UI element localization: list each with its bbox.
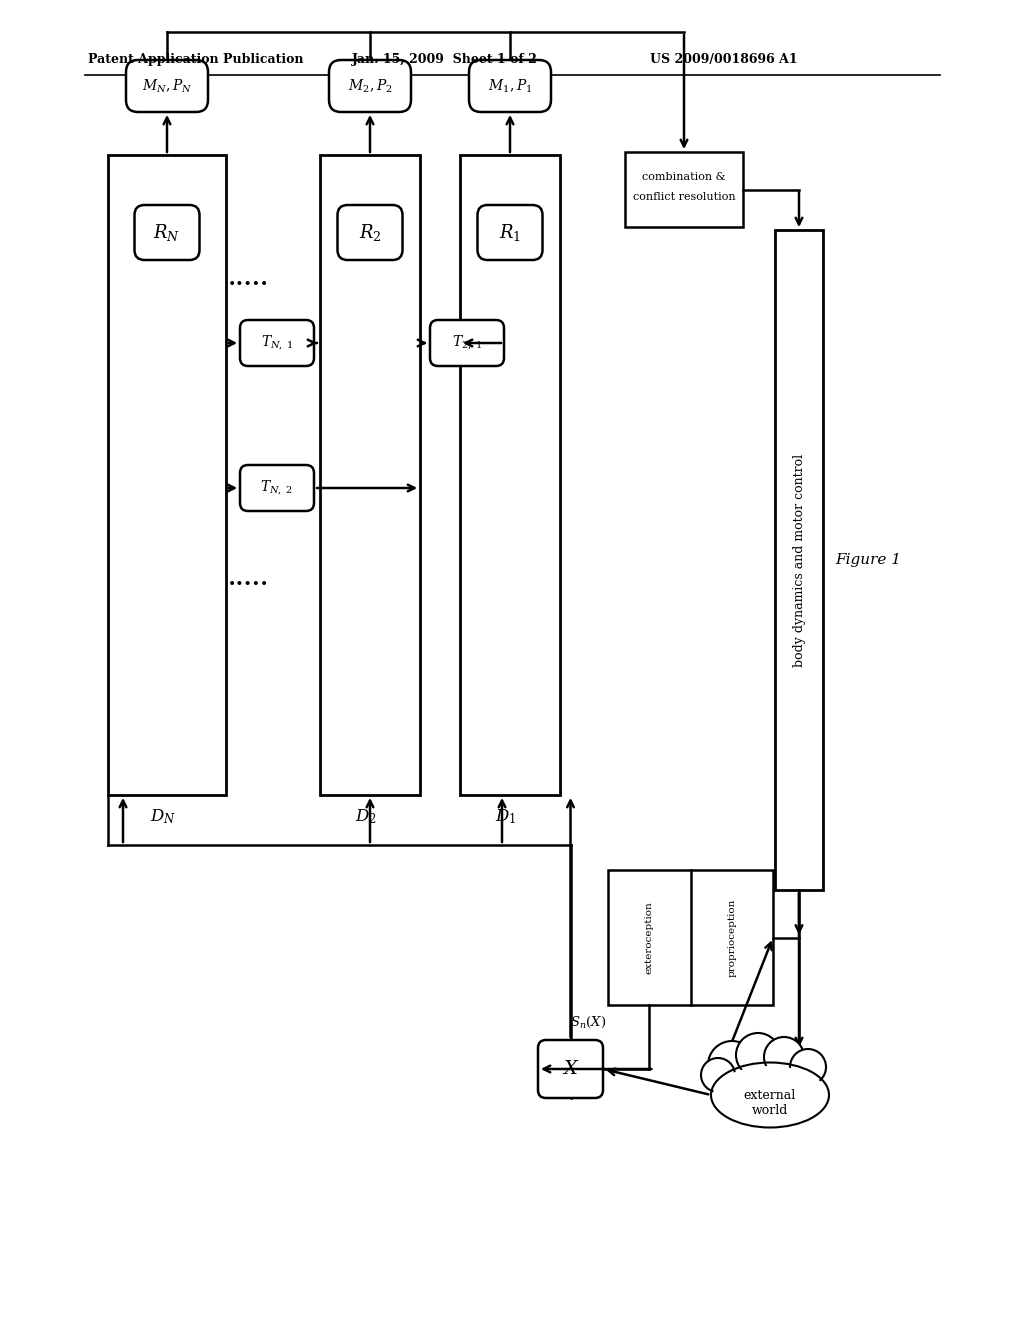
Text: $R_N$: $R_N$ <box>154 222 180 243</box>
FancyBboxPatch shape <box>477 205 543 260</box>
Circle shape <box>790 1049 826 1085</box>
Text: Patent Application Publication: Patent Application Publication <box>88 54 303 66</box>
Circle shape <box>736 1034 780 1077</box>
Bar <box>460 154 560 795</box>
Text: $R_2$: $R_2$ <box>358 222 381 243</box>
FancyBboxPatch shape <box>240 319 314 366</box>
Text: $T_{N,\ 1}$: $T_{N,\ 1}$ <box>261 334 293 352</box>
Text: $M_N, P_N$: $M_N, P_N$ <box>141 78 193 95</box>
Text: US 2009/0018696 A1: US 2009/0018696 A1 <box>650 54 798 66</box>
Text: $X$: $X$ <box>561 1060 580 1078</box>
Text: external
world: external world <box>743 1089 796 1117</box>
Text: •••••: ••••• <box>227 279 268 292</box>
Bar <box>775 230 823 890</box>
Text: exteroception: exteroception <box>645 902 653 974</box>
FancyBboxPatch shape <box>126 59 208 112</box>
Text: $M_1, P_1$: $M_1, P_1$ <box>487 78 532 95</box>
Ellipse shape <box>711 1063 829 1127</box>
Circle shape <box>764 1038 804 1077</box>
FancyBboxPatch shape <box>134 205 200 260</box>
FancyBboxPatch shape <box>538 1040 603 1098</box>
FancyBboxPatch shape <box>338 205 402 260</box>
Circle shape <box>708 1041 756 1089</box>
Text: Jan. 15, 2009  Sheet 1 of 2: Jan. 15, 2009 Sheet 1 of 2 <box>352 54 538 66</box>
FancyBboxPatch shape <box>430 319 504 366</box>
Text: $M_2, P_2$: $M_2, P_2$ <box>348 78 392 95</box>
Text: $D_1$: $D_1$ <box>496 808 517 826</box>
Text: conflict resolution: conflict resolution <box>633 193 735 202</box>
Circle shape <box>701 1059 735 1092</box>
Text: Figure 1: Figure 1 <box>835 553 901 568</box>
Bar <box>319 154 420 795</box>
Text: $D_N$: $D_N$ <box>150 808 176 826</box>
Text: combination &: combination & <box>642 173 726 182</box>
FancyBboxPatch shape <box>329 59 411 112</box>
Text: $T_{2,\ 1}$: $T_{2,\ 1}$ <box>452 334 482 352</box>
Bar <box>108 154 226 795</box>
Text: •••••: ••••• <box>227 578 268 591</box>
Text: $S_n(X)$: $S_n(X)$ <box>570 1014 606 1030</box>
Bar <box>625 152 743 227</box>
Text: body dynamics and motor control: body dynamics and motor control <box>793 454 806 667</box>
Bar <box>608 870 773 1005</box>
Ellipse shape <box>713 1067 827 1125</box>
FancyBboxPatch shape <box>469 59 551 112</box>
Text: $D_2$: $D_2$ <box>355 808 377 826</box>
FancyBboxPatch shape <box>240 465 314 511</box>
Text: $T_{N,\ 2}$: $T_{N,\ 2}$ <box>260 479 294 498</box>
Text: $R_1$: $R_1$ <box>499 222 521 243</box>
Text: proprioception: proprioception <box>727 899 736 977</box>
